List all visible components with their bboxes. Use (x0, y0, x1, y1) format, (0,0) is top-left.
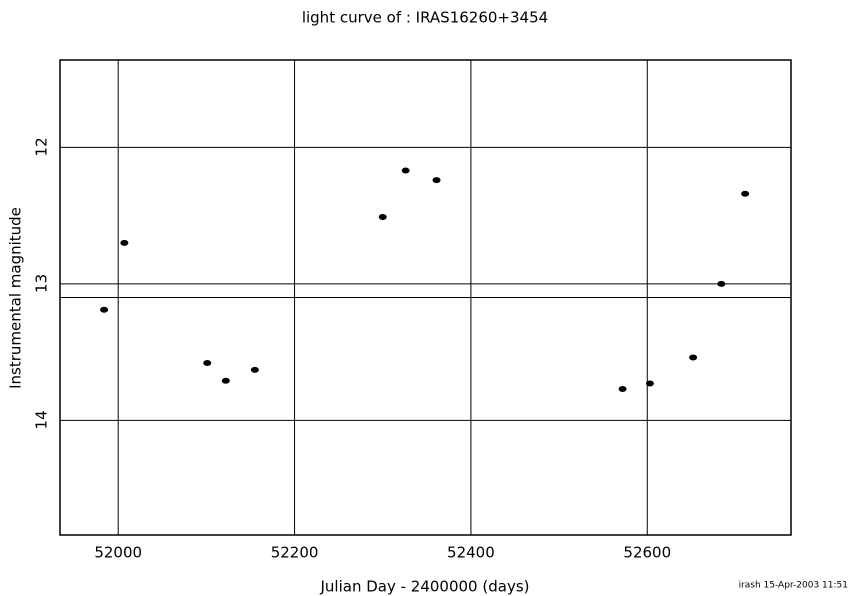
x-tick-label: 52400 (447, 544, 495, 562)
data-point (120, 239, 129, 246)
data-point (100, 306, 109, 313)
data-point (378, 213, 387, 220)
data-point (221, 377, 230, 384)
y-tick-label: 14 (33, 410, 51, 429)
data-point (689, 354, 698, 361)
x-tick-label: 52000 (94, 544, 142, 562)
data-point (741, 190, 750, 197)
data-point (203, 360, 212, 367)
y-tick-label: 13 (33, 274, 51, 293)
data-point (645, 380, 654, 387)
x-tick-label: 52600 (623, 544, 671, 562)
data-point (401, 167, 410, 174)
x-axis-label: Julian Day - 2400000 (days) (320, 578, 530, 596)
y-axis-label: Instrumental magnitude (7, 207, 25, 389)
footer: irash 15-Apr-2003 11:51 (739, 581, 848, 591)
data-point (250, 366, 259, 373)
data-point (432, 177, 441, 184)
x-tick-label: 52200 (271, 544, 319, 562)
data-point (717, 280, 726, 287)
data-point (618, 385, 627, 392)
chart-title: light curve of : IRAS16260+3454 (302, 9, 548, 27)
y-tick-label: 12 (33, 137, 51, 156)
